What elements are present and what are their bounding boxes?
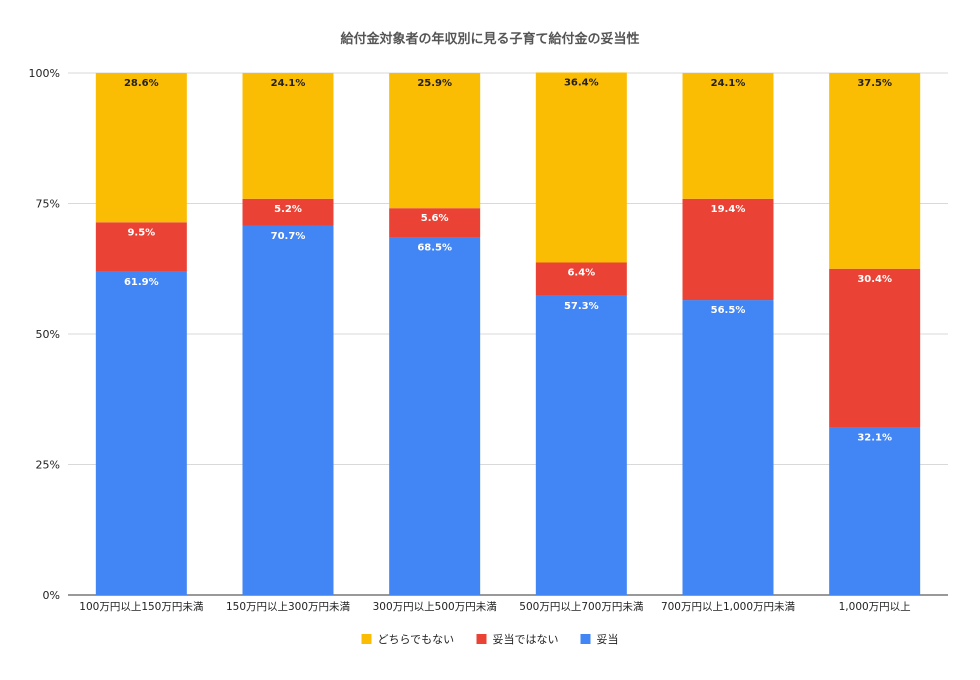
bar-segment xyxy=(242,225,334,596)
legend-swatch xyxy=(580,634,591,644)
data-label: 9.5% xyxy=(127,227,155,238)
x-axis: 100万円以上150万円未満 150万円以上300万円未満 300万円以上500万円… xyxy=(79,601,910,613)
data-labels-layer: 61.9% 9.5% 28.6% 70.7% 5.2% 24.1% 68.5% 5.6% 25.… xyxy=(124,77,892,443)
bar-segment xyxy=(389,237,481,595)
legend-swatch xyxy=(361,634,372,644)
data-label: 32.1% xyxy=(857,432,892,443)
data-label: 5.6% xyxy=(421,213,449,224)
data-label: 61.9% xyxy=(124,277,159,288)
y-tick-label: 25% xyxy=(36,459,60,472)
bar-segment xyxy=(389,208,481,238)
data-label: 25.9% xyxy=(417,78,452,89)
data-label: 28.6% xyxy=(124,78,159,89)
data-label: 24.1% xyxy=(711,78,746,89)
bar-segment xyxy=(829,268,921,428)
bar-segment xyxy=(682,73,774,199)
grid-layer: 0% 25% 50% 75% 100% xyxy=(29,67,948,602)
x-tick-label: 500万円以上700万円未満 xyxy=(519,601,644,613)
data-label: 6.4% xyxy=(567,267,595,278)
data-label: 5.2% xyxy=(274,204,302,215)
bar-segment xyxy=(682,198,774,301)
chart-title: 給付金対象者の年収別に見る子育て給付金の妥当性 xyxy=(340,31,639,47)
legend-swatch xyxy=(476,634,487,644)
bar-segment xyxy=(389,73,481,209)
bar-segment xyxy=(95,73,187,223)
data-label: 68.5% xyxy=(417,242,452,253)
bar-segment xyxy=(829,427,921,595)
bar-segment xyxy=(95,222,187,272)
data-label: 70.7% xyxy=(271,231,306,242)
legend: どちらでもない 妥当ではない 妥当 xyxy=(361,632,619,646)
data-label: 24.1% xyxy=(271,78,306,89)
y-tick-label: 50% xyxy=(36,328,60,341)
bar-segment xyxy=(535,295,627,595)
bar-segment xyxy=(242,73,334,199)
data-label: 30.4% xyxy=(857,274,892,285)
data-label: 56.5% xyxy=(711,305,746,316)
y-tick-label: 75% xyxy=(36,198,60,211)
data-label: 36.4% xyxy=(564,77,599,88)
bar-segment xyxy=(682,300,774,595)
x-tick-label: 100万円以上150万円未満 xyxy=(79,601,204,613)
data-label: 57.3% xyxy=(564,301,599,312)
bar-segment xyxy=(95,271,187,595)
legend-label: どちらでもない xyxy=(378,633,455,646)
bar-segment xyxy=(829,73,921,269)
data-label: 19.4% xyxy=(711,204,746,215)
bar-segment xyxy=(535,72,627,263)
legend-label: 妥当 xyxy=(597,632,619,646)
x-tick-label: 1,000万円以上 xyxy=(839,601,911,613)
bars-layer xyxy=(95,72,921,596)
y-tick-label: 0% xyxy=(43,589,60,602)
bar-segment xyxy=(535,262,627,296)
legend-label: 妥当ではない xyxy=(493,632,559,646)
bar-segment xyxy=(242,198,334,226)
data-label: 37.5% xyxy=(857,78,892,89)
x-tick-label: 150万円以上300万円未満 xyxy=(226,601,351,613)
x-tick-label: 700万円以上1,000万円未満 xyxy=(661,601,796,613)
x-tick-label: 300万円以上500万円未満 xyxy=(373,601,498,613)
y-tick-label: 100% xyxy=(29,67,60,80)
